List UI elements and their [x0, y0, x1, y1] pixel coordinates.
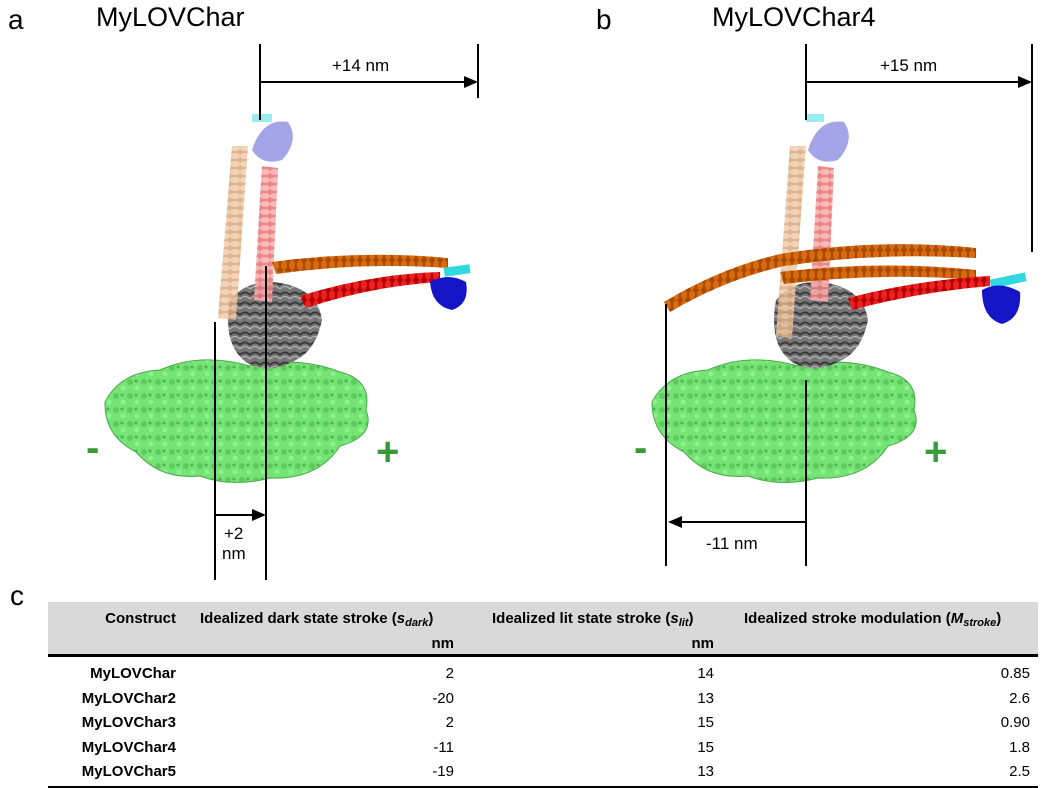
header-dark-unit: nm — [431, 635, 455, 652]
row-lit-stroke: 13 — [697, 763, 714, 780]
row-construct: MyLOVChar2 — [81, 689, 176, 707]
row-stroke-modulation: 0.90 — [1000, 714, 1030, 731]
motor-domain-b — [774, 282, 868, 369]
panel-a-letter: a — [8, 4, 24, 35]
actin-filament-a — [104, 359, 369, 484]
panel-a-plus-end: + — [376, 430, 400, 474]
motor-domain-a — [228, 282, 322, 369]
pale-lever-pink-b — [810, 166, 834, 302]
panel-a-bottom-arrow-label-1: +2 — [224, 524, 244, 543]
row-dark-stroke: -19 — [432, 763, 454, 780]
row-lit-stroke: 13 — [697, 689, 714, 707]
row-dark-stroke: 2 — [445, 714, 454, 731]
header-construct: Construct — [105, 610, 176, 627]
panel-b-dimension-lines — [665, 44, 1033, 566]
panel-a-title: MyLOVChar — [96, 2, 245, 32]
row-lit-stroke: 15 — [697, 714, 714, 731]
orange-lever-b — [664, 244, 976, 312]
panel-b-plus-end: + — [924, 430, 948, 474]
header-stroke-modulation: Idealized stroke modulation (Mstroke) — [744, 610, 1002, 629]
row-dark-stroke: -11 — [433, 738, 454, 756]
panel-b-minus-end: - — [634, 426, 648, 470]
row-stroke-modulation: 1.8 — [1009, 738, 1030, 756]
row-construct: MyLOVChar4 — [81, 738, 176, 756]
panel-a-minus-end: - — [86, 426, 100, 470]
panel-a-bottom-arrow-label-2: nm — [222, 544, 246, 563]
row-construct: MyLOVChar5 — [81, 763, 176, 780]
cyan-helix-b — [989, 272, 1027, 289]
cyan-helix-a — [443, 264, 471, 277]
row-lit-stroke: 15 — [697, 738, 714, 756]
orange-lever-a — [272, 254, 448, 274]
row-stroke-modulation: 2.5 — [1009, 763, 1030, 780]
row-dark-stroke: -20 — [432, 689, 454, 707]
panel-b-top-arrow-label: +15 nm — [880, 56, 938, 75]
row-dark-stroke: 2 — [445, 665, 454, 682]
orange-lever-b2 — [780, 265, 976, 284]
row-stroke-modulation: 2.6 — [1009, 689, 1030, 707]
red-lever-a — [300, 272, 440, 308]
table-bottom-rule — [48, 786, 1038, 788]
panel-a-structure — [104, 114, 471, 484]
figure-illustrations — [104, 44, 1033, 580]
table-header-background — [48, 602, 1038, 654]
panel-a-dimension-lines — [214, 44, 479, 580]
row-construct: MyLOVChar — [90, 665, 176, 682]
pale-lever-peach-a — [218, 146, 248, 320]
pale-lov-blue-a — [252, 121, 293, 162]
lov-domain-a — [430, 277, 467, 310]
table-header-rule — [48, 654, 1038, 657]
panel-b-title: MyLOVChar4 — [712, 2, 876, 32]
pale-cyan-a — [252, 114, 272, 122]
lov-domain-b — [982, 285, 1021, 324]
pale-cyan-b — [806, 114, 824, 122]
header-lit-unit: nm — [691, 635, 715, 652]
red-lever-b — [848, 276, 990, 310]
actin-filament-b — [651, 359, 917, 484]
header-lit-stroke: Idealized lit state stroke (slit) — [492, 610, 694, 629]
row-construct: MyLOVChar3 — [81, 714, 176, 731]
panel-b-bottom-arrow-label: -11 nm — [706, 534, 758, 553]
panel-b-structure — [651, 114, 1027, 484]
panel-c-letter: c — [10, 580, 24, 611]
pale-lever-pink-a — [254, 166, 278, 302]
pale-lov-blue-b — [808, 121, 849, 162]
row-lit-stroke: 14 — [697, 665, 714, 682]
pale-lever-peach-b — [776, 146, 806, 338]
row-stroke-modulation: 0.85 — [1000, 665, 1030, 682]
panel-a-top-arrow-label: +14 nm — [332, 56, 390, 75]
panel-b-letter: b — [596, 4, 612, 35]
header-dark-stroke: Idealized dark state stroke (sdark) — [200, 610, 434, 629]
